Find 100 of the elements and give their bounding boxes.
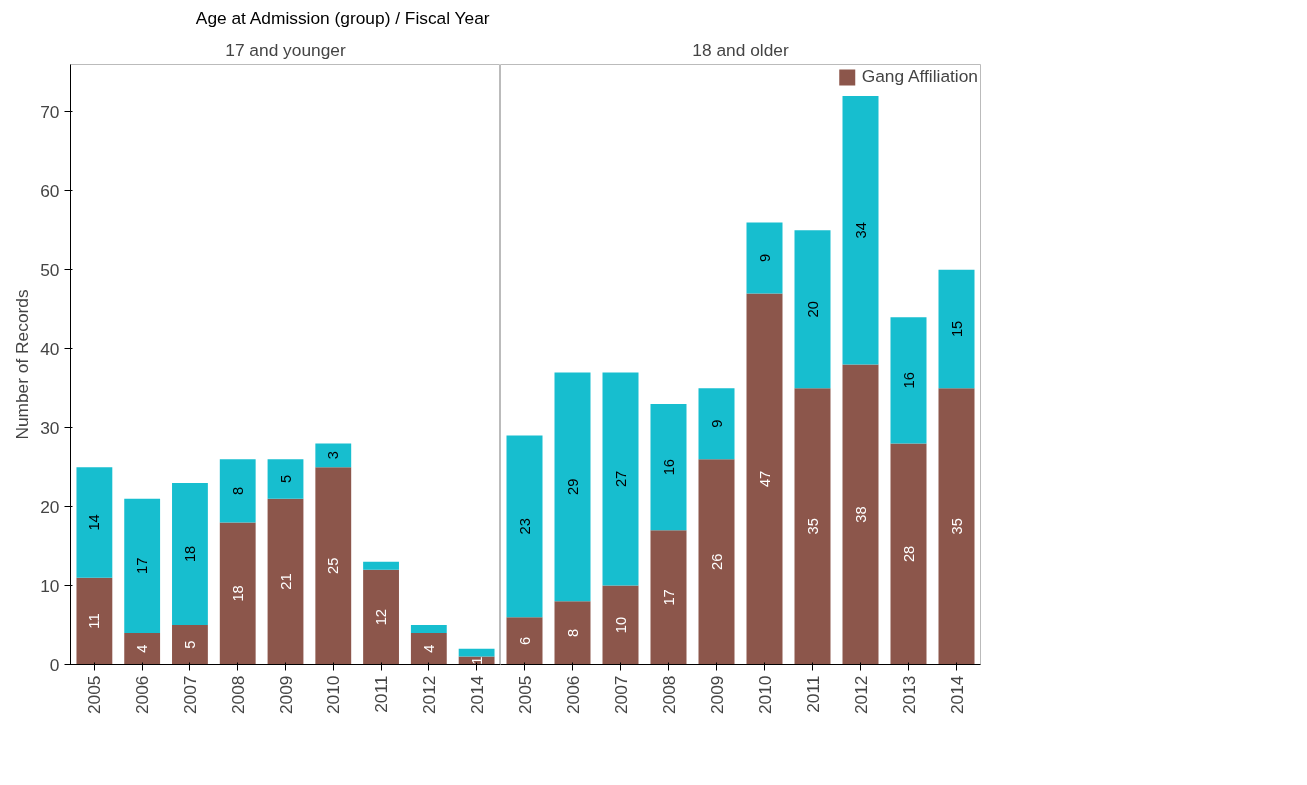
bar bbox=[842, 96, 879, 365]
bar bbox=[76, 467, 113, 578]
y-tick-label: 40 bbox=[40, 338, 60, 359]
bar bbox=[506, 617, 543, 665]
data-label: 38 bbox=[852, 506, 869, 523]
chart-subtitle: 18 and older bbox=[692, 39, 789, 60]
x-tick-label: 2014 bbox=[466, 675, 487, 715]
bar bbox=[219, 522, 256, 665]
x-tick-label: 2006 bbox=[562, 675, 583, 715]
bar bbox=[219, 459, 256, 523]
data-label: 23 bbox=[516, 518, 533, 535]
data-label: 9 bbox=[756, 253, 773, 262]
bar bbox=[315, 443, 352, 468]
bar bbox=[554, 601, 591, 665]
data-label: 10 bbox=[612, 616, 629, 634]
bar bbox=[842, 364, 879, 665]
y-tick-label: 30 bbox=[40, 417, 60, 438]
y-tick-label: 0 bbox=[49, 654, 60, 675]
x-tick-label: 2010 bbox=[754, 675, 775, 715]
chart-title: Age at Admission (group) / Fiscal Year bbox=[195, 7, 490, 28]
x-tick-label: 2007 bbox=[610, 675, 631, 715]
x-tick-label: 2013 bbox=[898, 675, 919, 715]
x-tick-label: 2008 bbox=[227, 675, 248, 715]
x-tick-label: 2011 bbox=[371, 675, 392, 713]
data-label: 4 bbox=[134, 644, 151, 653]
data-label: 16 bbox=[660, 458, 677, 476]
x-tick-label: 2014 bbox=[946, 675, 967, 715]
x-tick-label: 2010 bbox=[323, 675, 344, 715]
data-label: 25 bbox=[325, 557, 342, 574]
data-label: 14 bbox=[86, 514, 103, 531]
data-label: 17 bbox=[660, 589, 677, 606]
y-tick-label: 60 bbox=[40, 180, 60, 201]
bar bbox=[410, 625, 447, 633]
data-label: 35 bbox=[948, 518, 965, 535]
bar bbox=[554, 372, 591, 602]
bar bbox=[76, 577, 113, 665]
bar bbox=[794, 388, 831, 665]
data-label: 11 bbox=[86, 613, 103, 629]
bar bbox=[938, 388, 975, 665]
bar bbox=[890, 317, 927, 444]
y-tick-label: 70 bbox=[40, 101, 60, 122]
bar bbox=[315, 467, 352, 665]
data-label: 8 bbox=[564, 628, 581, 637]
bar bbox=[410, 632, 447, 665]
bar bbox=[267, 498, 304, 665]
bar bbox=[602, 585, 639, 665]
data-label: 26 bbox=[708, 553, 725, 571]
x-tick-label: 2012 bbox=[418, 675, 439, 715]
data-label: 15 bbox=[948, 320, 965, 338]
data-label: 1 bbox=[468, 656, 485, 665]
x-tick-label: 2011 bbox=[802, 675, 823, 713]
legend-label: Gang Affiliation bbox=[861, 66, 978, 87]
data-label: 47 bbox=[756, 470, 773, 488]
data-label: 18 bbox=[229, 585, 246, 602]
data-label: 3 bbox=[325, 451, 342, 460]
bar bbox=[458, 648, 495, 657]
bar bbox=[650, 530, 687, 665]
chart-subtitle: 17 and younger bbox=[225, 39, 346, 60]
x-tick-label: 2005 bbox=[514, 675, 535, 715]
bar bbox=[938, 269, 975, 389]
data-label: 9 bbox=[708, 419, 725, 428]
bar bbox=[172, 625, 208, 665]
x-tick-label: 2012 bbox=[850, 675, 871, 715]
bar bbox=[506, 435, 543, 618]
bar bbox=[890, 443, 927, 665]
data-label: 4 bbox=[420, 644, 437, 653]
data-label: 35 bbox=[804, 518, 821, 535]
bar bbox=[746, 222, 783, 294]
data-label: 18 bbox=[181, 545, 198, 563]
bar bbox=[794, 230, 831, 389]
x-tick-label: 2008 bbox=[658, 675, 679, 715]
bar bbox=[267, 459, 304, 499]
bar bbox=[698, 459, 735, 665]
bar bbox=[698, 388, 735, 460]
x-tick-label: 2006 bbox=[132, 675, 153, 715]
data-label: 6 bbox=[516, 636, 533, 645]
x-tick-label: 2007 bbox=[179, 675, 200, 715]
bar bbox=[363, 561, 399, 570]
y-tick-label: 10 bbox=[40, 575, 60, 596]
data-label: 16 bbox=[900, 372, 917, 389]
bar bbox=[172, 482, 208, 626]
bar bbox=[746, 293, 783, 665]
bar bbox=[650, 403, 687, 531]
bar bbox=[124, 632, 161, 665]
data-label: 5 bbox=[181, 640, 198, 649]
data-label: 8 bbox=[229, 486, 246, 495]
data-label: 21 bbox=[277, 573, 294, 590]
bar bbox=[363, 569, 399, 665]
x-tick-label: 2005 bbox=[84, 675, 105, 715]
data-label: 5 bbox=[277, 474, 294, 484]
y-axis-title: Number of Records bbox=[12, 289, 33, 440]
x-tick-label: 2009 bbox=[275, 675, 296, 715]
y-tick-label: 50 bbox=[40, 259, 60, 280]
bar bbox=[602, 372, 639, 586]
y-tick-label: 20 bbox=[40, 496, 60, 517]
data-label: 29 bbox=[564, 478, 581, 496]
bar bbox=[124, 498, 161, 633]
data-label: 12 bbox=[373, 608, 390, 626]
data-label: 34 bbox=[852, 222, 869, 239]
data-label: 27 bbox=[612, 470, 629, 488]
